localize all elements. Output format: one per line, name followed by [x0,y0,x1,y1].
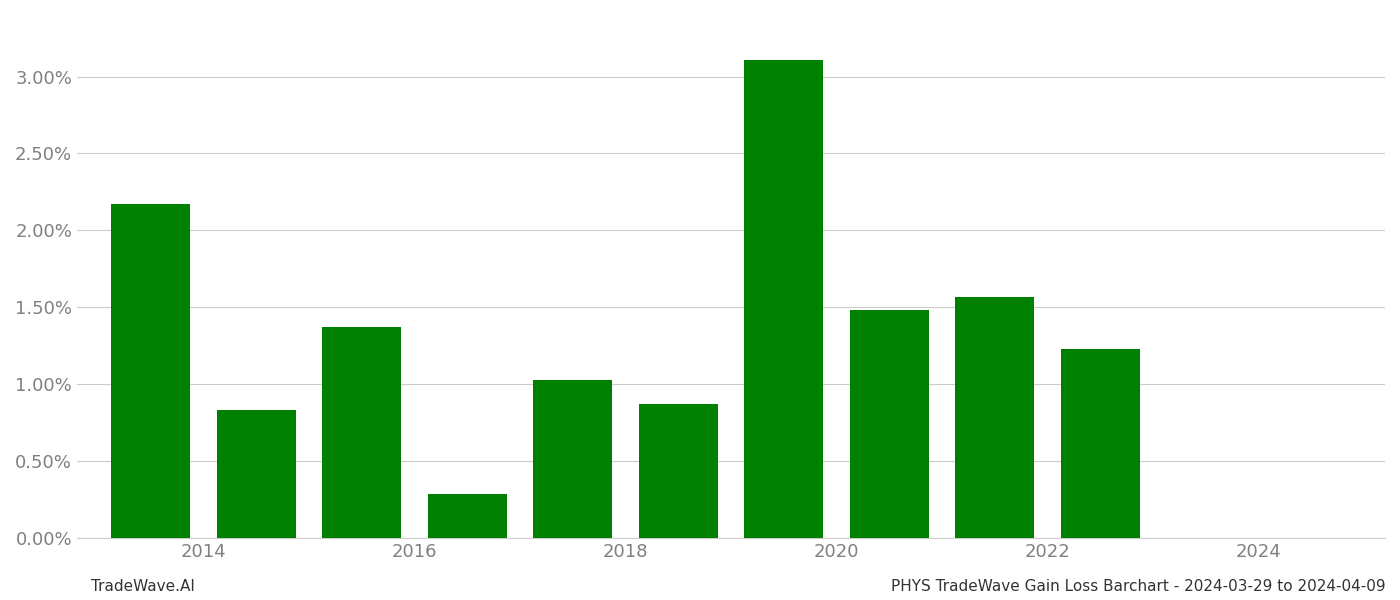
Text: PHYS TradeWave Gain Loss Barchart - 2024-03-29 to 2024-04-09: PHYS TradeWave Gain Loss Barchart - 2024… [892,579,1386,594]
Bar [428,494,507,538]
Text: TradeWave.AI: TradeWave.AI [91,579,195,594]
Bar [217,410,295,538]
Bar [850,310,928,538]
Bar [745,59,823,538]
Bar [1061,349,1140,538]
Bar [638,404,718,538]
Bar [533,380,612,538]
Bar [322,328,402,538]
Bar [111,204,190,538]
Bar [955,296,1035,538]
